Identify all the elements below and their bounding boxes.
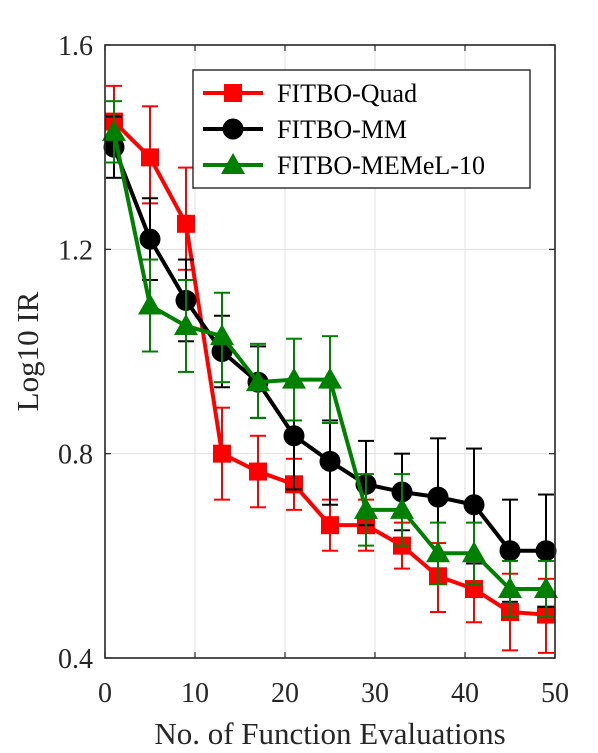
x-tick-label: 0: [98, 678, 112, 709]
legend-entry: FITBO-MM: [203, 115, 407, 144]
x-tick-label: 20: [271, 678, 299, 709]
x-tick-label: 40: [451, 678, 479, 709]
legend-label: FITBO-Quad: [277, 79, 417, 108]
data-point: [498, 577, 522, 599]
ticks: 0 10 20 30 40 50 0.4 0.8 1.2 1.6: [58, 31, 569, 709]
legend-marker: [224, 84, 242, 102]
legend-marker: [222, 118, 244, 140]
data-point: [462, 541, 486, 563]
data-point: [138, 293, 162, 315]
data-point: [463, 494, 485, 516]
plot-frame: [104, 44, 556, 659]
data-point: [283, 425, 305, 447]
y-tick-label: 0.4: [58, 644, 93, 675]
data-point: [427, 486, 449, 508]
y-tick-label: 1.2: [58, 235, 93, 266]
x-tick-label: 10: [181, 678, 209, 709]
data-point: [174, 313, 198, 335]
legend-entry: FITBO-MEMeL-10: [203, 151, 485, 180]
x-axis-title: No. of Function Evaluations: [154, 716, 505, 751]
data-point: [426, 541, 450, 563]
data-point: [249, 462, 267, 481]
data-point: [354, 497, 378, 519]
data-point: [141, 148, 159, 167]
x-tick-label: 30: [361, 678, 389, 709]
x-tick-label: 50: [541, 678, 569, 709]
data-point: [282, 367, 306, 389]
data-point: [318, 367, 342, 389]
legend-marker: [221, 153, 245, 174]
data-point: [499, 540, 521, 562]
series-triangle: [102, 100, 558, 619]
y-tick-label: 1.6: [58, 31, 93, 62]
legend-label: FITBO-MM: [277, 115, 407, 144]
y-axis-title: Log10 IR: [10, 291, 45, 411]
legend-label: FITBO-MEMeL-10: [277, 151, 485, 180]
y-tick-label: 0.8: [58, 440, 93, 471]
data-point: [210, 324, 234, 346]
data-point: [534, 577, 558, 599]
data-point: [390, 497, 414, 519]
data-point: [319, 450, 341, 472]
data-point: [246, 370, 270, 392]
series-layer: [102, 84, 558, 654]
data-point: [139, 228, 161, 250]
legend: FITBO-Quad FITBO-MM FITBO-MEMeL-10: [192, 69, 531, 189]
data-point: [213, 444, 231, 463]
data-point: [321, 516, 339, 535]
data-point: [535, 540, 557, 562]
data-point: [177, 214, 195, 233]
legend-entry: FITBO-Quad: [203, 79, 417, 108]
data-point: [102, 119, 126, 141]
